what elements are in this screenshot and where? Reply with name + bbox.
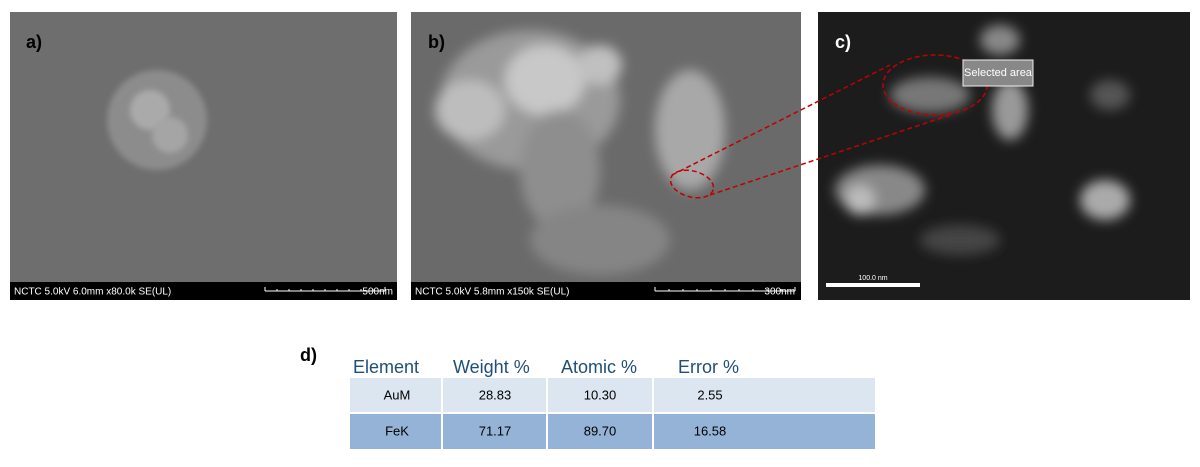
panel-c <box>818 12 1190 300</box>
table-cell: AuM <box>384 387 411 402</box>
scale-label: 500nm <box>362 287 393 298</box>
table-cell: 89.70 <box>584 423 617 438</box>
table-cell: 10.30 <box>584 387 617 402</box>
panel-label: b) <box>428 32 445 52</box>
table-cell: 2.55 <box>697 387 722 402</box>
table-header: Element <box>353 357 419 377</box>
scale-label: 300nm <box>764 287 795 298</box>
panel-label: a) <box>26 32 42 52</box>
table-header: Atomic % <box>561 357 637 377</box>
table-cell: 71.17 <box>479 423 512 438</box>
panel-label: c) <box>835 32 851 52</box>
panel-b <box>411 12 801 300</box>
info-bar: NCTC 5.0kV 5.8mm x150k SE(UL) <box>415 287 570 298</box>
table-cell: 28.83 <box>479 387 512 402</box>
table-cell: FeK <box>385 423 409 438</box>
scale-label: 100.0 nm <box>858 275 887 282</box>
panel-label: d) <box>300 345 317 365</box>
callout-text: Selected area <box>964 67 1033 79</box>
figure: a) NCTC 5.0kV 6.0mm x80.0k SE(UL) 500nm … <box>0 0 1200 467</box>
info-bar: NCTC 5.0kV 6.0mm x80.0k SE(UL) <box>14 287 171 298</box>
table-header: Weight % <box>453 357 530 377</box>
table-header: Error % <box>678 357 739 377</box>
table-cell: 16.58 <box>694 423 727 438</box>
panel-a <box>10 12 397 300</box>
